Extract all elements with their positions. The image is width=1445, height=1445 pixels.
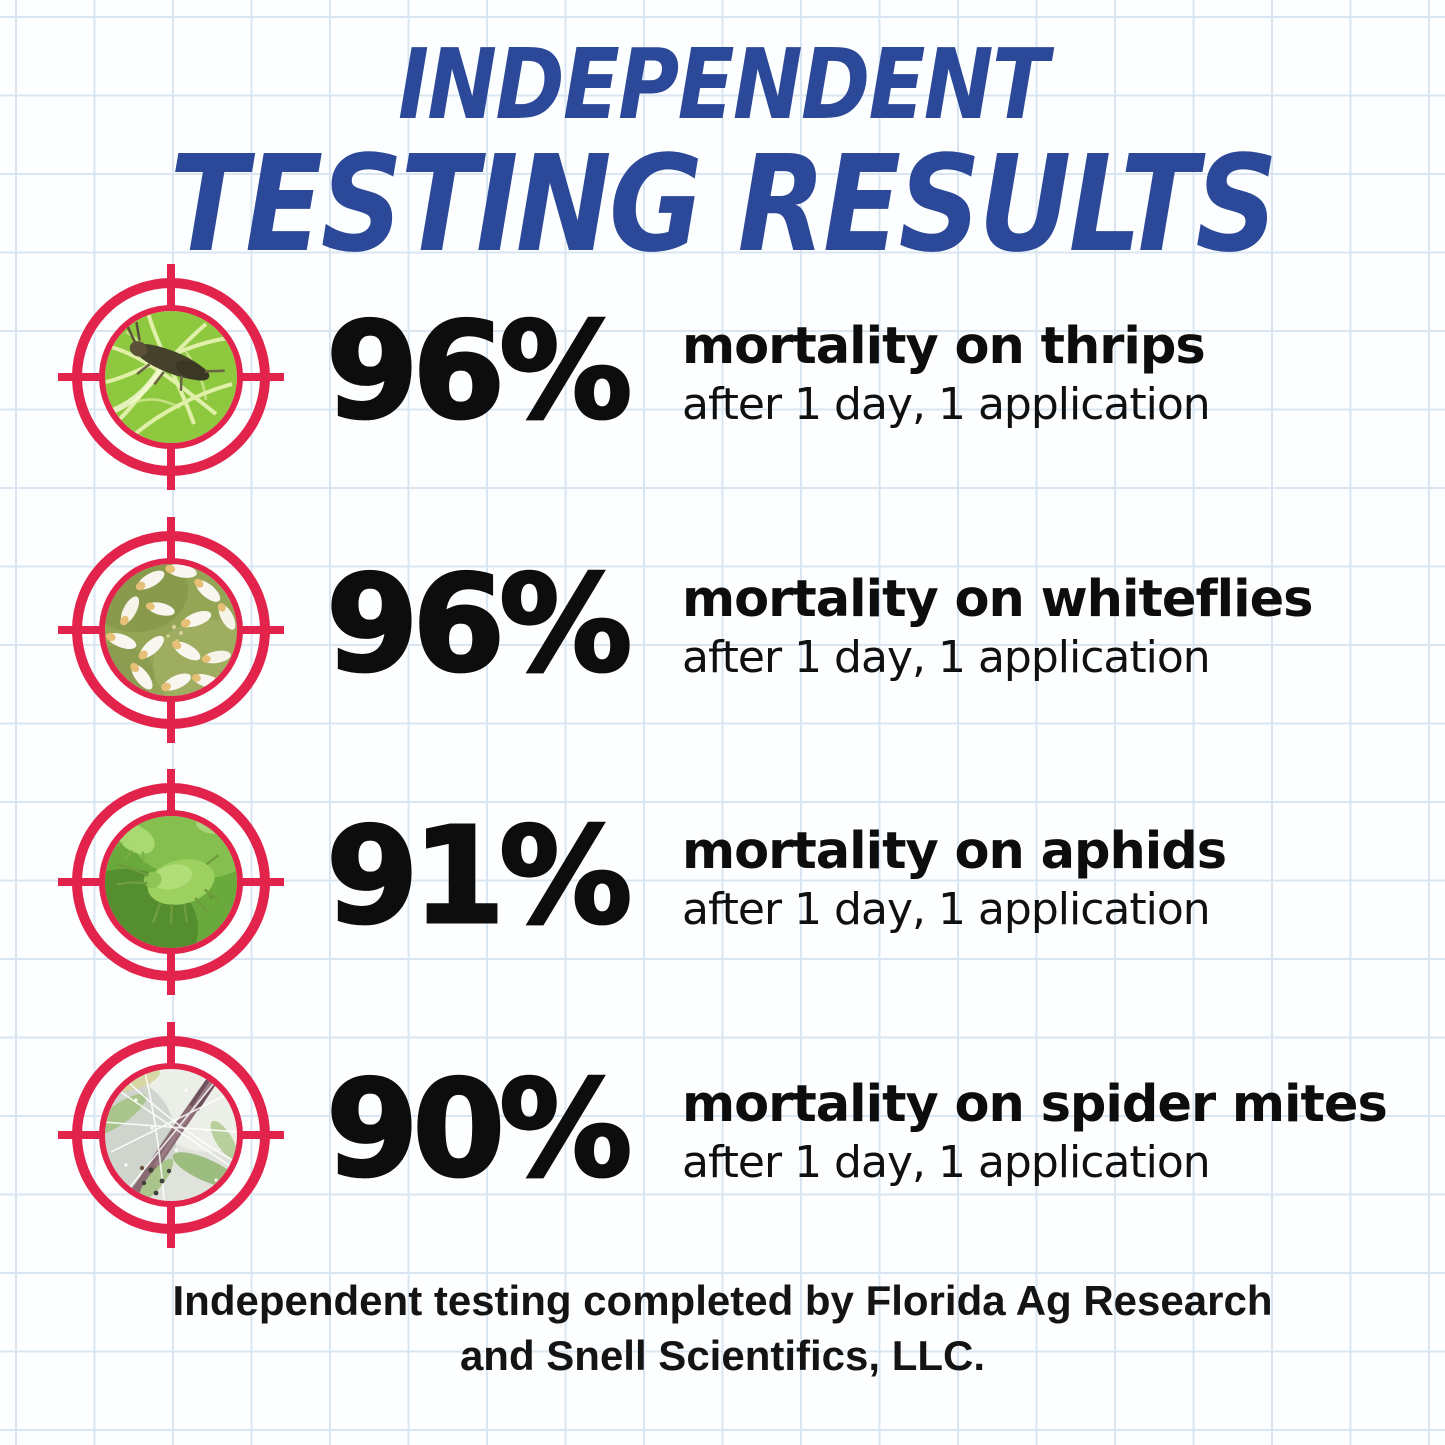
mortality-percent: 96% <box>325 294 634 449</box>
thrips-on-leaf-photo <box>58 264 284 490</box>
mortality-percent: 96% <box>325 547 634 702</box>
mortality-percent: 90% <box>325 1052 634 1207</box>
result-row-whiteflies: 96% mortality on whiteflies after 1 day,… <box>0 505 1445 755</box>
whiteflies-on-leaf-photo <box>58 517 284 743</box>
result-row-thrips: 96% mortality on thrips after 1 day, 1 a… <box>0 252 1445 502</box>
application-note: after 1 day, 1 application <box>682 884 1211 936</box>
crosshair-target-icon <box>56 767 286 997</box>
result-row-spider-mites: 90% mortality on spider mites after 1 da… <box>0 1010 1445 1260</box>
mortality-label: mortality on aphids <box>682 822 1227 882</box>
aphids-on-plant-photo <box>58 769 284 995</box>
crosshair-target-icon <box>56 1020 286 1250</box>
spider-mites-webbing-photo <box>58 1022 284 1248</box>
mortality-label: mortality on spider mites <box>682 1075 1388 1135</box>
title-line-2: TESTING RESULTS <box>169 128 1278 282</box>
result-row-aphids: 91% mortality on aphids after 1 day, 1 a… <box>0 757 1445 1007</box>
application-note: after 1 day, 1 application <box>682 1137 1211 1189</box>
crosshair-target-icon <box>56 515 286 745</box>
mortality-label: mortality on whiteflies <box>682 570 1314 630</box>
testing-credit-line-2: and Snell Scientifics, LLC. <box>459 1331 986 1379</box>
title-line-1: INDEPENDENT <box>397 28 1049 141</box>
page-title: INDEPENDENT TESTING RESULTS <box>0 36 1445 272</box>
application-note: after 1 day, 1 application <box>682 379 1211 431</box>
testing-credit-line-1: Independent testing completed by Florida… <box>172 1277 1273 1324</box>
testing-credit: Independent testing completed by Florida… <box>0 1274 1445 1383</box>
application-note: after 1 day, 1 application <box>682 632 1211 684</box>
mortality-label: mortality on thrips <box>682 317 1206 377</box>
mortality-percent: 91% <box>325 799 634 954</box>
crosshair-target-icon <box>56 262 286 492</box>
